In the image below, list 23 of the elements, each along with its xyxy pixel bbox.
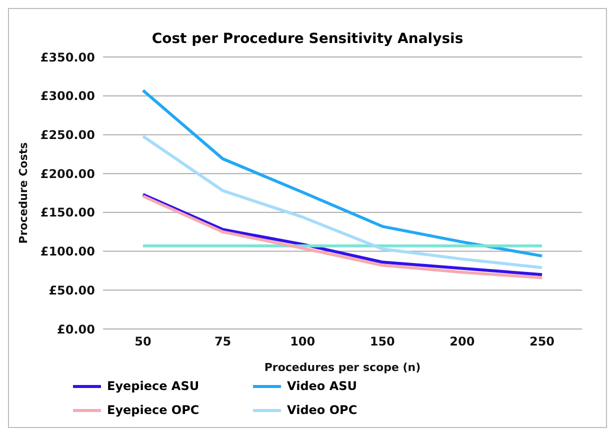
x-axis-title: Procedures per scope (n)	[264, 361, 421, 374]
legend-label: Video OPC	[287, 403, 358, 417]
x-tick-label: 75	[214, 334, 232, 349]
x-tick-label: 50	[134, 334, 152, 349]
y-tick-label: £200.00	[40, 166, 95, 181]
y-tick-label: £250.00	[40, 128, 95, 142]
chart-title: Cost per Procedure Sensitivity Analysis	[150, 31, 464, 47]
y-tick-label: £100.00	[40, 244, 95, 259]
legend-label: Eyepiece ASU	[107, 379, 200, 393]
x-tick-label: 200	[450, 334, 475, 349]
legend-label: Eyepiece OPC	[107, 403, 200, 417]
y-tick-label: £350.00	[40, 50, 95, 64]
y-tick-label: £150.00	[40, 206, 95, 220]
x-tick-label: 150	[370, 334, 395, 349]
y-tick-label: £50.00	[48, 283, 95, 298]
x-tick-label: 250	[529, 334, 555, 349]
y-tick-label: £300.00	[40, 89, 95, 104]
legend-label: Video ASU	[287, 379, 358, 393]
line-series	[142, 88, 544, 258]
y-tick-label: £0.00	[57, 322, 95, 336]
line-series	[142, 134, 544, 270]
y-axis-title: Procedure Costs	[16, 142, 30, 244]
x-tick-label: 100	[290, 334, 316, 349]
